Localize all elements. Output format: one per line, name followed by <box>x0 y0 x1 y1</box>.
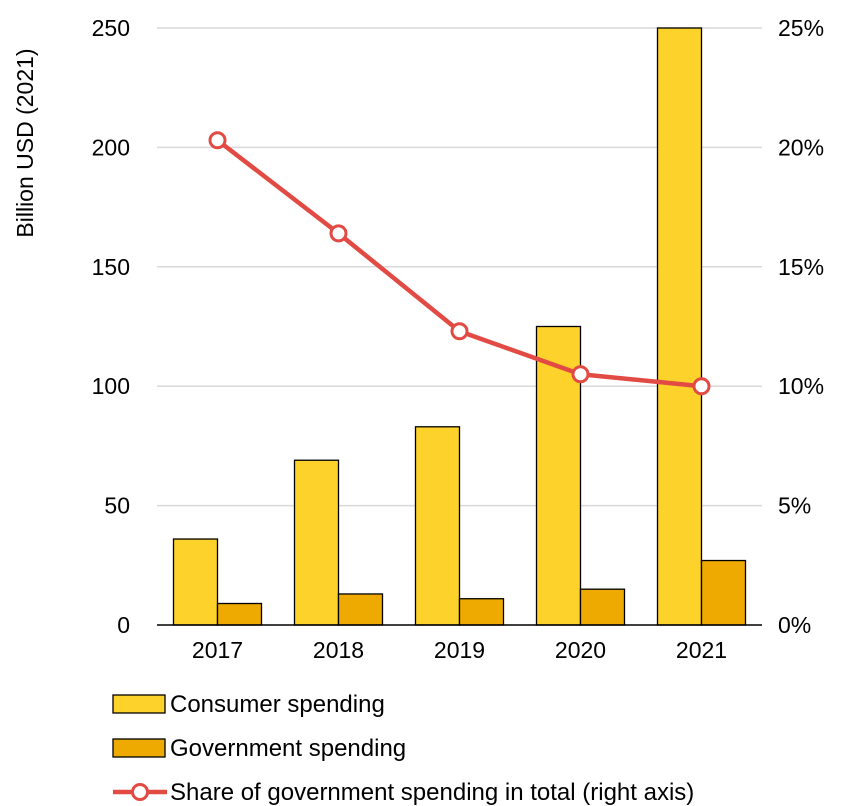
bar-consumer <box>656 27 703 626</box>
share-line <box>208 131 711 396</box>
share-line-path <box>216 138 702 389</box>
x-tick-label: 2017 <box>192 637 243 663</box>
legend: Consumer spending Government spending Shar… <box>112 691 694 806</box>
y2-tick-label: 5% <box>778 493 811 519</box>
y2-tick-labels: 0% 5% 10% 15% 20% 25% <box>778 15 824 638</box>
y-tick-label: 50 <box>104 493 130 519</box>
bar-government <box>579 588 626 626</box>
y-tick-label: 200 <box>92 134 130 160</box>
y2-tick-label: 20% <box>778 134 824 160</box>
x-tick-label: 2019 <box>434 637 485 663</box>
legend-swatch-government <box>112 738 166 758</box>
y2-tick-label: 15% <box>778 254 824 280</box>
x-tick-label: 2020 <box>555 637 606 663</box>
bar-consumer <box>414 426 461 626</box>
share-point <box>208 131 227 150</box>
bar-consumer <box>535 325 582 626</box>
legend-swatch-share-marker <box>131 783 149 801</box>
y2-tick-label: 25% <box>778 15 824 41</box>
y2-tick-label: 0% <box>778 612 811 638</box>
y-tick-labels: 0 50 100 150 200 250 <box>92 15 130 638</box>
y-tick-label: 150 <box>92 254 130 280</box>
legend-swatch-consumer <box>112 694 166 714</box>
legend-label: Consumer spending <box>170 691 385 718</box>
y-tick-label: 100 <box>92 373 130 399</box>
bar-government <box>216 602 263 626</box>
y2-tick-label: 10% <box>778 373 824 399</box>
y-tick-label: 0 <box>117 612 130 638</box>
legend-label: Share of government spending in total (r… <box>170 779 694 806</box>
x-tick-labels: 2017 2018 2019 2020 2021 <box>192 637 727 663</box>
share-point <box>450 322 469 341</box>
share-point <box>692 377 711 396</box>
share-point <box>571 365 590 384</box>
bar-government <box>337 593 384 626</box>
x-tick-label: 2018 <box>313 637 364 663</box>
y-axis-label: Billion USD (2021) <box>12 48 38 237</box>
share-point <box>329 224 348 243</box>
bar-government <box>700 559 747 626</box>
bar-consumer <box>172 538 219 626</box>
y-tick-label: 250 <box>92 15 130 41</box>
legend-label: Government spending <box>170 735 406 762</box>
x-tick-label: 2021 <box>676 637 727 663</box>
bars <box>172 27 747 626</box>
bar-consumer <box>293 459 340 626</box>
bar-government <box>458 598 505 626</box>
